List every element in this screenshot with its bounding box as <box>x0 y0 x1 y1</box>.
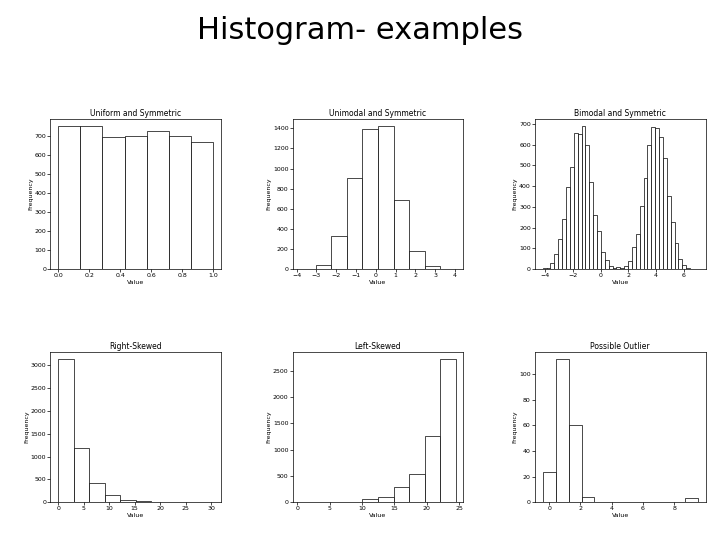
Bar <box>686 268 690 269</box>
Bar <box>440 359 456 502</box>
Bar <box>566 187 570 269</box>
X-axis label: Value: Value <box>369 513 387 518</box>
Bar <box>593 215 597 269</box>
Bar <box>601 252 605 269</box>
Y-axis label: Frequency: Frequency <box>266 411 271 443</box>
Bar <box>569 426 582 502</box>
Y-axis label: Frequency: Frequency <box>24 411 30 443</box>
Bar <box>616 267 621 269</box>
Y-axis label: Frequency: Frequency <box>513 411 518 443</box>
Title: Bimodal and Symmetric: Bimodal and Symmetric <box>575 109 666 118</box>
Bar <box>632 247 636 269</box>
Text: Histogram- examples: Histogram- examples <box>197 16 523 45</box>
Title: Left-Skewed: Left-Skewed <box>355 342 401 351</box>
Bar <box>589 182 593 269</box>
X-axis label: Value: Value <box>369 280 387 285</box>
Title: Possible Outlier: Possible Outlier <box>590 342 650 351</box>
Bar <box>659 137 663 269</box>
Bar <box>89 483 104 502</box>
X-axis label: Value: Value <box>127 280 144 285</box>
Bar <box>647 145 652 269</box>
Bar <box>558 239 562 269</box>
Bar <box>104 495 120 502</box>
Bar <box>125 136 147 269</box>
Bar <box>378 126 394 269</box>
Bar <box>628 261 632 269</box>
Bar <box>685 498 698 502</box>
Bar <box>362 500 378 502</box>
Bar <box>120 500 135 502</box>
Bar <box>636 234 639 269</box>
Bar <box>543 268 546 269</box>
Title: Unimodal and Symmetric: Unimodal and Symmetric <box>330 109 426 118</box>
Bar <box>58 359 73 502</box>
Bar <box>639 206 644 269</box>
Bar <box>102 137 125 269</box>
Bar <box>597 231 601 269</box>
Bar <box>554 254 558 269</box>
Bar <box>191 143 213 269</box>
Bar <box>300 268 316 269</box>
Bar <box>81 126 102 269</box>
Bar <box>562 219 566 269</box>
Y-axis label: Frequency: Frequency <box>266 178 271 210</box>
Bar <box>425 266 440 269</box>
X-axis label: Value: Value <box>127 513 144 518</box>
Bar <box>652 127 655 269</box>
Bar <box>394 200 409 269</box>
X-axis label: Value: Value <box>612 280 629 285</box>
Bar <box>556 359 569 502</box>
Bar <box>135 501 151 502</box>
Bar <box>663 158 667 269</box>
Bar <box>582 497 595 502</box>
Bar <box>644 178 647 269</box>
Bar <box>574 133 577 269</box>
Bar <box>394 487 409 502</box>
Bar <box>678 259 683 269</box>
Bar <box>362 129 378 269</box>
Bar <box>675 244 678 269</box>
Title: Right-Skewed: Right-Skewed <box>109 342 162 351</box>
Bar <box>409 251 425 269</box>
Bar <box>582 126 585 269</box>
Bar <box>546 268 551 269</box>
Bar <box>605 260 608 269</box>
Bar <box>570 167 574 269</box>
Bar <box>608 266 613 269</box>
Title: Uniform and Symmetric: Uniform and Symmetric <box>90 109 181 118</box>
Bar <box>147 131 169 269</box>
Bar <box>683 265 686 269</box>
Bar <box>378 497 394 502</box>
Bar <box>409 474 425 502</box>
Y-axis label: Frequency: Frequency <box>513 178 518 210</box>
Bar <box>655 129 659 269</box>
Bar <box>169 136 191 269</box>
Bar <box>577 134 582 269</box>
Bar <box>73 448 89 502</box>
Bar <box>621 268 624 269</box>
Bar <box>543 471 556 502</box>
Bar <box>425 436 440 502</box>
Bar <box>671 221 675 269</box>
Bar <box>667 196 671 269</box>
Bar <box>58 126 81 269</box>
Bar <box>613 268 616 269</box>
X-axis label: Value: Value <box>612 513 629 518</box>
Bar <box>551 263 554 269</box>
Y-axis label: Frequency: Frequency <box>28 178 33 210</box>
Bar <box>624 266 628 269</box>
Bar <box>316 265 331 269</box>
Bar <box>585 145 589 269</box>
Bar <box>347 178 362 269</box>
Bar <box>331 236 347 269</box>
